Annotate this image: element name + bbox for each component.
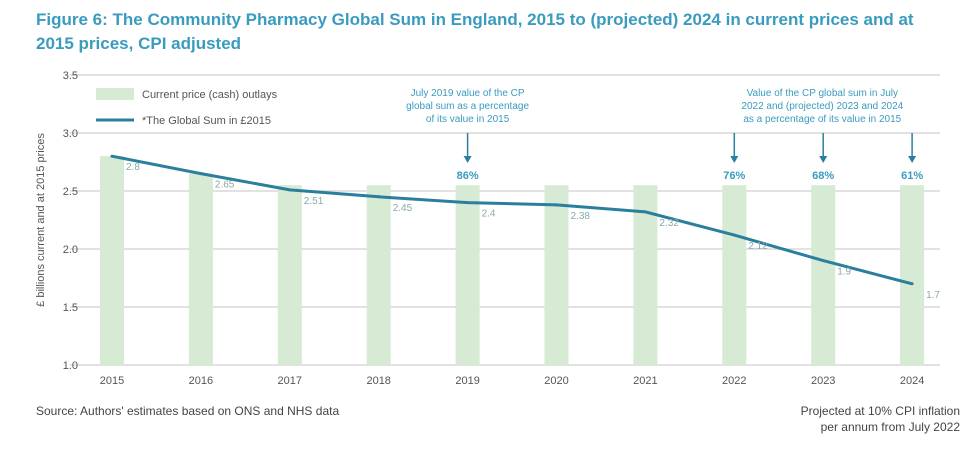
data-label: 2.12 [748,241,768,252]
line-point [821,259,825,263]
data-label: 2.32 [659,218,679,229]
annotation-text: of its value in 2015 [426,114,510,125]
percentage-label: 68% [812,170,834,182]
line-point [910,282,914,286]
line-point [555,203,558,207]
annotation-text: Value of the CP global sum in July [747,88,898,99]
bar [188,173,213,365]
line-point [377,195,381,199]
percentage-label: 76% [723,170,745,182]
y-tick-label: 1.0 [63,360,78,372]
bar [366,185,391,365]
y-axis-label: £ billions current and at 2015 prices [35,133,47,307]
data-label: 2.4 [482,209,496,220]
series-line [111,154,913,286]
arrow-head-icon [730,156,739,163]
line-point [110,154,114,158]
y-tick-label: 3.0 [63,128,78,140]
line-point [732,233,736,237]
chart-title: Figure 6: The Community Pharmacy Global … [36,10,914,53]
bar [722,185,747,365]
line-point [643,210,647,214]
x-tick-label: 2018 [366,375,390,387]
x-tick-label: 2015 [100,375,124,387]
x-tick-label: 2024 [900,375,924,387]
x-tick-label: 2022 [722,375,746,387]
bar [455,185,480,365]
bar [544,185,569,365]
data-label: 2.51 [304,196,324,207]
x-tick-label: 2019 [455,375,479,387]
percentage-label: 61% [901,170,923,182]
projection-note-2: per annum from July 2022 [820,420,960,434]
percentage-label: 86% [457,170,479,182]
annotation-text: as a percentage of its value in 2015 [743,114,901,125]
annotation-text: July 2019 value of the CP [411,88,525,99]
bar [900,185,925,365]
data-label: 1.7 [926,290,940,301]
data-label: 2.38 [571,211,591,222]
line-point [199,172,203,176]
legend-label-bar: Current price (cash) outlays [142,89,278,101]
y-tick-label: 3.5 [63,70,78,82]
line-point [288,188,292,192]
x-tick-label: 2021 [633,375,657,387]
line-point [466,201,470,205]
x-tick-label: 2020 [544,375,568,387]
data-label: 2.8 [126,162,140,173]
arrow-head-icon [819,156,828,163]
y-tick-label: 2.0 [63,244,78,256]
y-tick-label: 1.5 [63,302,78,314]
arrow-head-icon [463,156,472,163]
bar [811,185,836,365]
annotation-text: global sum as a percentage [406,101,529,112]
source-note: Source: Authors' estimates based on ONS … [36,404,340,418]
bar [277,185,302,365]
x-tick-label: 2016 [189,375,213,387]
arrow-head-icon [908,156,917,163]
data-label: 2.45 [393,203,413,214]
legend-label-line: *The Global Sum in £2015 [142,115,271,127]
legend-swatch-bar [96,88,134,100]
bar [100,156,124,365]
annotation-text: 2022 and (projected) 2023 and 2024 [741,101,903,112]
projection-note-1: Projected at 10% CPI inflation [800,404,960,418]
data-label: 2.65 [215,180,235,191]
x-tick-label: 2017 [278,375,302,387]
data-label: 1.9 [837,267,851,278]
x-tick-label: 2023 [811,375,835,387]
y-tick-label: 2.5 [63,186,78,198]
